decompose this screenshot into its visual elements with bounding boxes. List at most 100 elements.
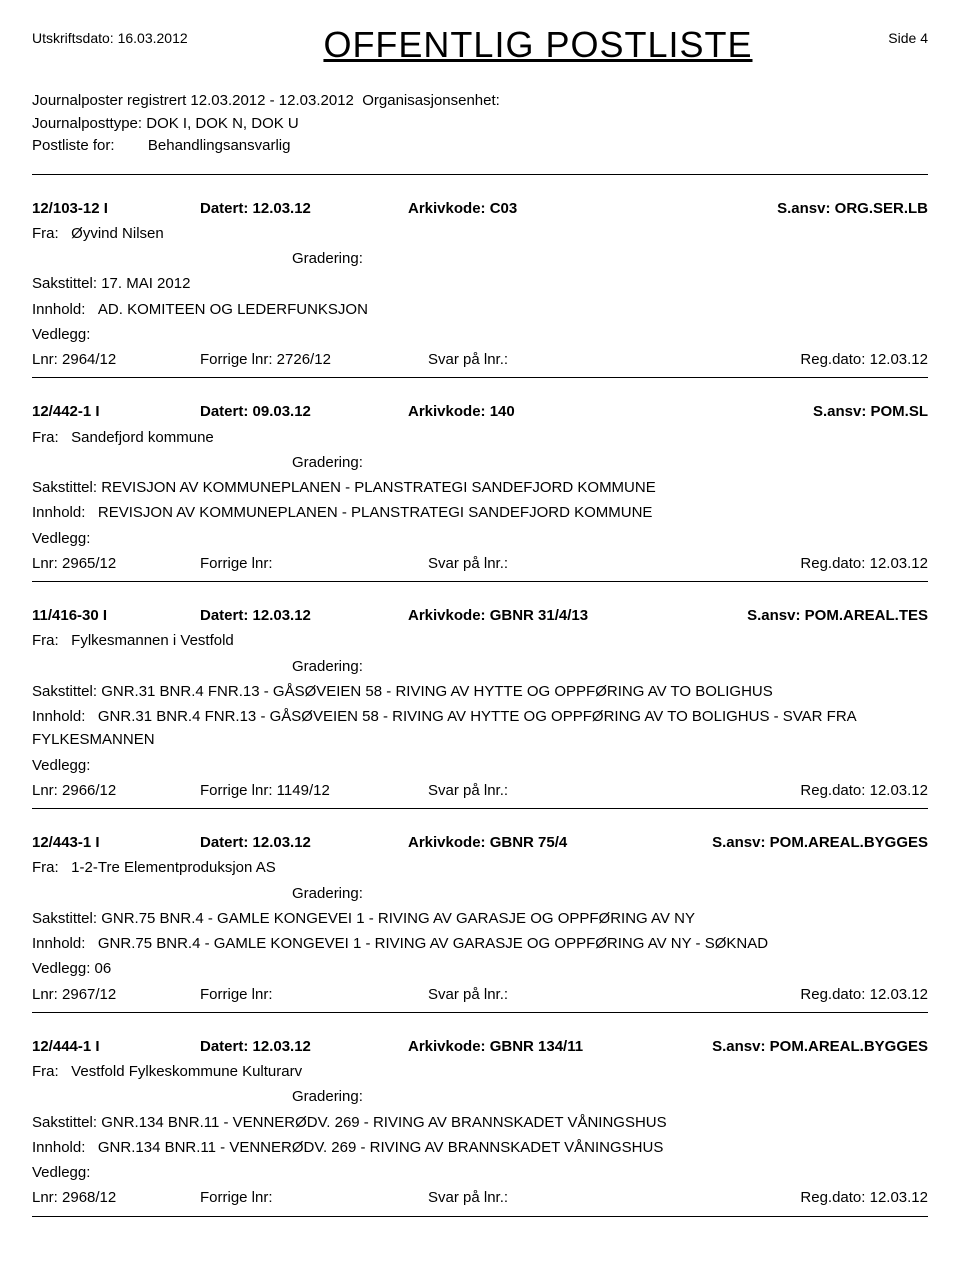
meta-rule [32, 174, 928, 175]
print-date-value: 16.03.2012 [118, 30, 188, 46]
entry-fra: Fra: Sandefjord kommune [32, 426, 928, 449]
entries-container: 12/103-12 I Datert: 12.03.12 Arkivkode: … [32, 197, 928, 1217]
meta-line-3: Postliste for: Behandlingsansvarlig [32, 135, 928, 158]
entry-fra: Fra: Fylkesmannen i Vestfold [32, 629, 928, 652]
entry-gradering: Gradering: [32, 1085, 928, 1108]
entry-rule [32, 1012, 928, 1013]
meta-block: Journalposter registrert 12.03.2012 - 12… [32, 90, 928, 158]
entry-svar-pa-lnr: Svar på lnr.: [428, 983, 772, 1006]
meta-org-label: Organisasjonsenhet: [362, 92, 500, 109]
entry-lnr: Lnr: 2967/12 [32, 983, 172, 1006]
journal-entry: 12/443-1 I Datert: 12.03.12 Arkivkode: G… [32, 831, 928, 1013]
entry-gradering: Gradering: [32, 451, 928, 474]
entry-innhold: Innhold: GNR.31 BNR.4 FNR.13 - GÅSØVEIEN… [32, 705, 928, 752]
entry-regdato: Reg.dato: 12.03.12 [800, 779, 928, 802]
entry-fra: Fra: 1-2-Tre Elementproduksjon AS [32, 856, 928, 879]
entry-lnr: Lnr: 2968/12 [32, 1186, 172, 1209]
header-row: Utskriftsdato: 16.03.2012 OFFENTLIG POST… [32, 24, 928, 66]
entry-id: 12/443-1 I [32, 831, 172, 854]
entry-regdato: Reg.dato: 12.03.12 [800, 1186, 928, 1209]
entry-regdato: Reg.dato: 12.03.12 [800, 348, 928, 371]
meta-postliste-value: Behandlingsansvarlig [148, 137, 291, 154]
entry-id: 12/103-12 I [32, 197, 172, 220]
page-side: Side 4 [888, 30, 928, 46]
meta-registered-range: 12.03.2012 - 12.03.2012 [190, 92, 353, 109]
entry-sansv: S.ansv: POM.AREAL.TES [747, 604, 928, 627]
entry-datert: Datert: 12.03.12 [200, 1035, 380, 1058]
entry-forrige-lnr: Forrige lnr: [200, 1186, 400, 1209]
side-number: 4 [920, 30, 928, 46]
entry-vedlegg: Vedlegg: [32, 754, 928, 777]
entry-innhold: Innhold: GNR.134 BNR.11 - VENNERØDV. 269… [32, 1136, 928, 1159]
print-date-label: Utskriftsdato: [32, 30, 114, 46]
entry-fra: Fra: Øyvind Nilsen [32, 222, 928, 245]
entry-rule [32, 581, 928, 582]
entry-top-row: 11/416-30 I Datert: 12.03.12 Arkivkode: … [32, 604, 928, 627]
entry-lnr: Lnr: 2964/12 [32, 348, 172, 371]
entry-vedlegg: Vedlegg: [32, 323, 928, 346]
entry-top-row: 12/442-1 I Datert: 09.03.12 Arkivkode: 1… [32, 400, 928, 423]
meta-line-1: Journalposter registrert 12.03.2012 - 12… [32, 90, 928, 113]
entry-vedlegg: Vedlegg: [32, 1161, 928, 1184]
entry-datert: Datert: 12.03.12 [200, 831, 380, 854]
entry-vedlegg: Vedlegg: [32, 527, 928, 550]
entry-arkivkode: Arkivkode: C03 [408, 197, 749, 220]
entry-arkivkode: Arkivkode: GBNR 31/4/13 [408, 604, 719, 627]
entry-rule [32, 808, 928, 809]
entry-sansv: S.ansv: ORG.SER.LB [777, 197, 928, 220]
entry-lnr-row: Lnr: 2968/12 Forrige lnr: Svar på lnr.: … [32, 1186, 928, 1209]
entry-lnr: Lnr: 2965/12 [32, 552, 172, 575]
entry-lnr-row: Lnr: 2964/12 Forrige lnr: 2726/12 Svar p… [32, 348, 928, 371]
entry-vedlegg: Vedlegg: 06 [32, 957, 928, 980]
entry-sansv: S.ansv: POM.AREAL.BYGGES [712, 1035, 928, 1058]
entry-svar-pa-lnr: Svar på lnr.: [428, 552, 772, 575]
entry-id: 12/444-1 I [32, 1035, 172, 1058]
journal-entry: 11/416-30 I Datert: 12.03.12 Arkivkode: … [32, 604, 928, 809]
entry-sakstittel: Sakstittel: GNR.31 BNR.4 FNR.13 - GÅSØVE… [32, 680, 928, 703]
entry-sakstittel: Sakstittel: 17. MAI 2012 [32, 272, 928, 295]
meta-registered-label: Journalposter registrert [32, 92, 186, 109]
entry-innhold: Innhold: REVISJON AV KOMMUNEPLANEN - PLA… [32, 501, 928, 524]
entry-id: 11/416-30 I [32, 604, 172, 627]
entry-forrige-lnr: Forrige lnr: 2726/12 [200, 348, 400, 371]
page-title: OFFENTLIG POSTLISTE [323, 24, 752, 66]
entry-top-row: 12/443-1 I Datert: 12.03.12 Arkivkode: G… [32, 831, 928, 854]
entry-forrige-lnr: Forrige lnr: [200, 983, 400, 1006]
entry-arkivkode: Arkivkode: 140 [408, 400, 785, 423]
entry-gradering: Gradering: [32, 882, 928, 905]
entry-arkivkode: Arkivkode: GBNR 134/11 [408, 1035, 684, 1058]
journal-entry: 12/103-12 I Datert: 12.03.12 Arkivkode: … [32, 197, 928, 379]
meta-posttype-value: DOK I, DOK N, DOK U [146, 115, 299, 132]
entry-fra: Fra: Vestfold Fylkeskommune Kulturarv [32, 1060, 928, 1083]
entry-id: 12/442-1 I [32, 400, 172, 423]
entry-datert: Datert: 12.03.12 [200, 604, 380, 627]
entry-rule [32, 377, 928, 378]
entry-datert: Datert: 09.03.12 [200, 400, 380, 423]
meta-postliste-label: Postliste for: [32, 137, 115, 154]
entry-forrige-lnr: Forrige lnr: [200, 552, 400, 575]
entry-forrige-lnr: Forrige lnr: 1149/12 [200, 779, 400, 802]
entry-sansv: S.ansv: POM.SL [813, 400, 928, 423]
entry-lnr-row: Lnr: 2965/12 Forrige lnr: Svar på lnr.: … [32, 552, 928, 575]
entry-datert: Datert: 12.03.12 [200, 197, 380, 220]
entry-innhold: Innhold: AD. KOMITEEN OG LEDERFUNKSJON [32, 298, 928, 321]
side-label: Side [888, 30, 916, 46]
entry-gradering: Gradering: [32, 655, 928, 678]
entry-sakstittel: Sakstittel: GNR.134 BNR.11 - VENNERØDV. … [32, 1111, 928, 1134]
entry-lnr-row: Lnr: 2967/12 Forrige lnr: Svar på lnr.: … [32, 983, 928, 1006]
entry-top-row: 12/444-1 I Datert: 12.03.12 Arkivkode: G… [32, 1035, 928, 1058]
entry-sakstittel: Sakstittel: REVISJON AV KOMMUNEPLANEN - … [32, 476, 928, 499]
entry-lnr: Lnr: 2966/12 [32, 779, 172, 802]
entry-regdato: Reg.dato: 12.03.12 [800, 983, 928, 1006]
meta-posttype-label: Journalposttype: [32, 115, 142, 132]
entry-top-row: 12/103-12 I Datert: 12.03.12 Arkivkode: … [32, 197, 928, 220]
entry-svar-pa-lnr: Svar på lnr.: [428, 348, 772, 371]
print-date: Utskriftsdato: 16.03.2012 [32, 30, 188, 46]
entry-svar-pa-lnr: Svar på lnr.: [428, 779, 772, 802]
entry-innhold: Innhold: GNR.75 BNR.4 - GAMLE KONGEVEI 1… [32, 932, 928, 955]
entry-regdato: Reg.dato: 12.03.12 [800, 552, 928, 575]
meta-line-2: Journalposttype: DOK I, DOK N, DOK U [32, 113, 928, 136]
entry-arkivkode: Arkivkode: GBNR 75/4 [408, 831, 684, 854]
entry-gradering: Gradering: [32, 247, 928, 270]
entry-sansv: S.ansv: POM.AREAL.BYGGES [712, 831, 928, 854]
